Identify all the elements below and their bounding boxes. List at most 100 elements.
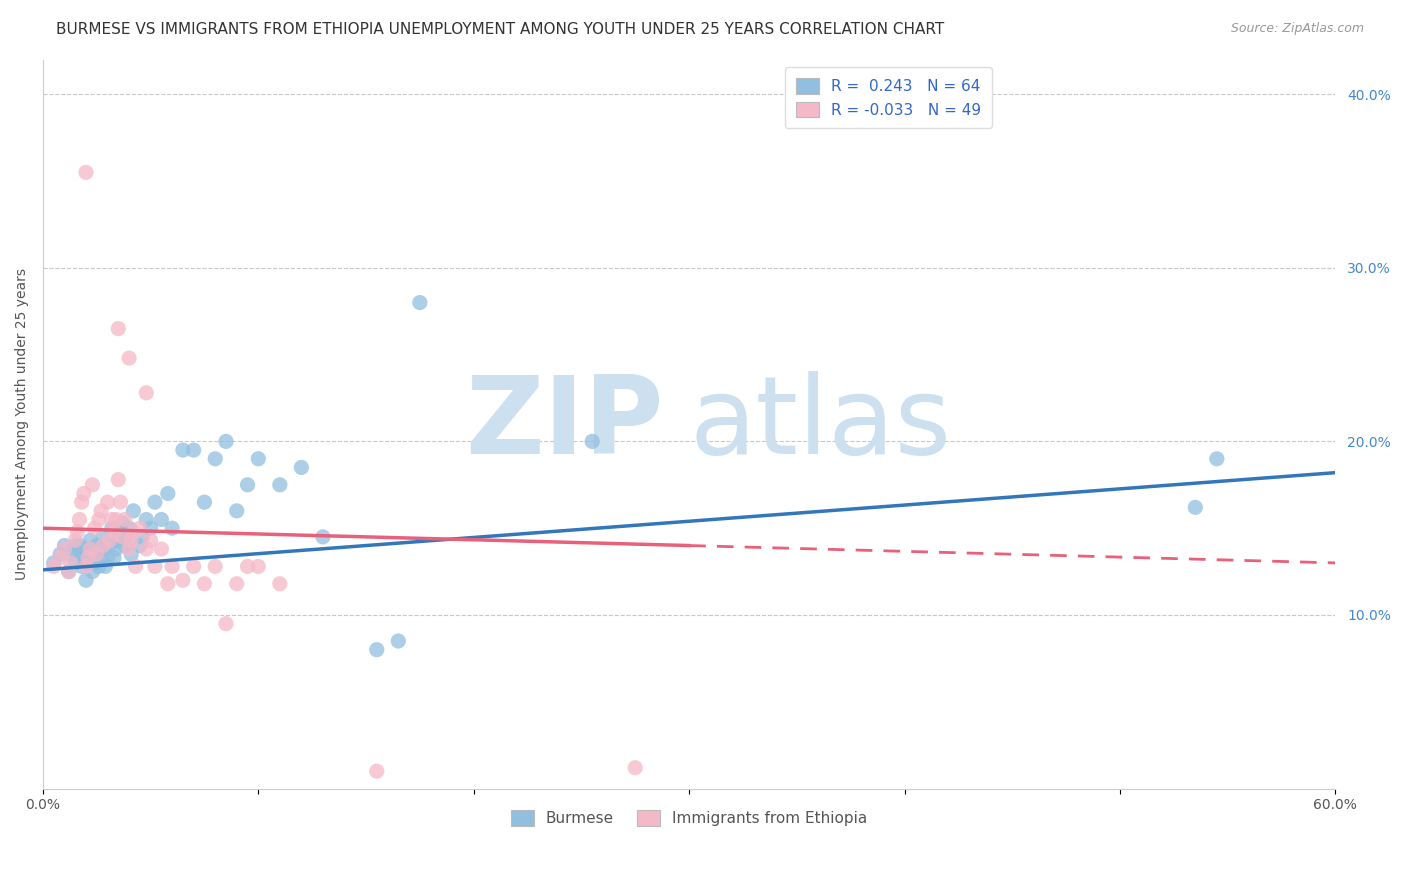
Point [143,495,166,509]
Point [96,495,118,509]
Point [73,541,96,556]
Point [82,478,104,492]
Point [101,521,124,535]
Point [105,541,128,556]
Point [247,451,270,466]
Point [103,524,125,539]
Point [77,547,100,561]
Point [75,556,97,570]
Point [128,539,150,553]
Point [98,539,121,553]
Point [63,539,86,553]
Point [225,576,247,591]
Point [110,495,132,509]
Point [581,434,603,449]
Point [70,559,93,574]
Point [42,556,65,570]
Point [366,764,388,779]
Point [90,552,112,566]
Point [86,547,108,561]
Point [183,559,205,574]
Point [156,576,179,591]
Point [183,443,205,458]
Point [58,565,80,579]
Point [83,521,105,535]
Point [86,539,108,553]
Point [366,642,388,657]
Point [225,504,247,518]
Point [172,574,194,588]
Point [150,541,173,556]
Point [247,559,270,574]
Point [49,550,72,565]
Point [624,761,647,775]
Point [69,539,91,553]
Point [63,556,86,570]
Point [77,550,100,565]
Point [124,559,146,574]
Point [131,530,153,544]
Point [150,512,173,526]
Point [269,478,291,492]
Point [75,165,97,179]
Point [193,576,215,591]
Point [69,512,91,526]
Point [312,530,335,544]
Point [135,512,157,526]
Point [53,539,76,553]
Point [96,550,118,565]
Point [122,524,145,539]
Point [387,634,409,648]
Point [118,541,141,556]
Point [79,533,101,548]
Point [101,512,124,526]
Point [1205,451,1227,466]
Point [107,321,129,335]
Point [79,541,101,556]
Point [70,495,93,509]
Point [160,559,183,574]
Point [94,559,117,574]
Point [236,478,259,492]
Point [79,541,101,556]
Point [111,516,134,530]
Point [87,512,110,526]
Point [63,533,86,548]
Point [160,521,183,535]
Point [120,547,142,561]
Point [66,547,89,561]
Point [135,541,157,556]
Point [204,559,226,574]
Text: atlas: atlas [689,371,950,477]
Point [135,385,157,400]
Point [156,486,179,500]
Point [58,565,80,579]
Point [111,530,134,544]
Point [86,547,108,561]
Point [215,616,238,631]
Point [87,559,110,574]
Point [70,550,93,565]
Point [409,295,432,310]
Point [114,512,136,526]
Legend: Burmese, Immigrants from Ethiopia: Burmese, Immigrants from Ethiopia [502,801,876,836]
Point [120,533,142,548]
Point [193,495,215,509]
Point [118,521,141,535]
Point [91,539,114,553]
Point [204,451,226,466]
Point [236,559,259,574]
Point [59,547,82,561]
Point [49,547,72,561]
Point [73,486,96,500]
Point [103,550,125,565]
Point [105,512,128,526]
Point [122,504,145,518]
Point [98,533,121,548]
Point [66,524,89,539]
Point [115,530,138,544]
Point [290,460,312,475]
Point [42,559,65,574]
Point [1184,500,1206,515]
Point [107,473,129,487]
